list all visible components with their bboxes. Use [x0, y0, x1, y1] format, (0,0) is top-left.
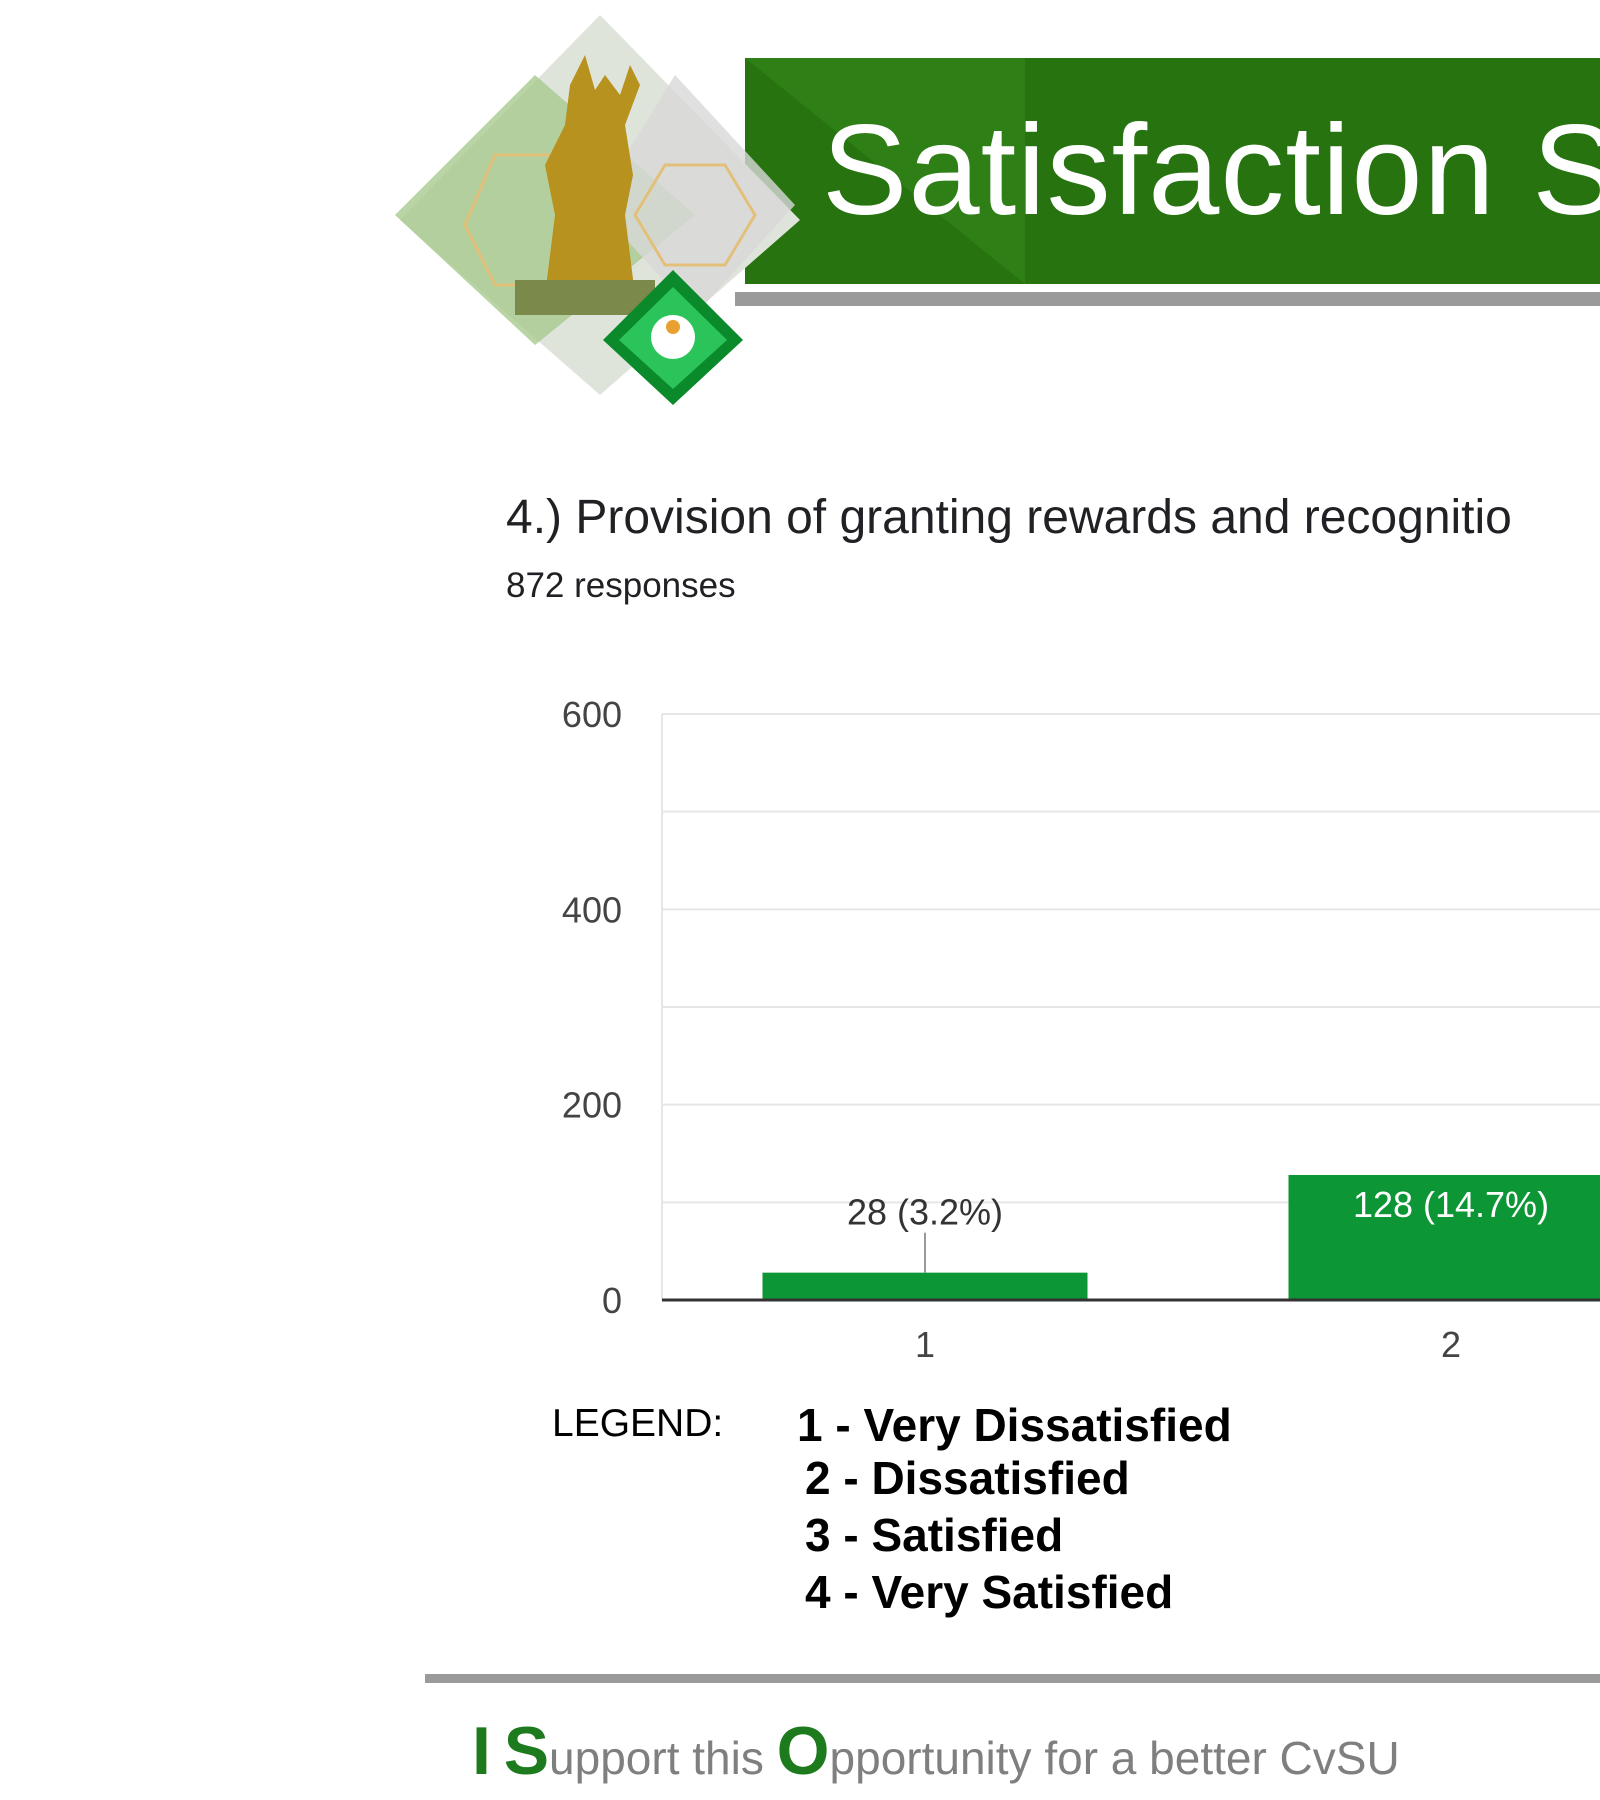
legend-item-3: 3 - Satisfied [805, 1509, 1064, 1561]
legend-label: LEGEND: [552, 1402, 724, 1445]
footer-text-upport: upport this [549, 1732, 777, 1784]
y-tick-label: 600 [562, 694, 622, 735]
banner-shadow [735, 292, 1600, 306]
university-logo [395, 15, 800, 405]
footer-letter-o: O [776, 1713, 830, 1789]
footer-text-rest: pportunity for a better CvSU [829, 1732, 1400, 1784]
banner-facet [745, 58, 1025, 284]
footer-letter-i: I [472, 1713, 491, 1789]
x-tick-label: 2 [1441, 1324, 1461, 1365]
response-count: 872 responses [506, 566, 736, 605]
header-banner [745, 58, 1600, 284]
question-title: 4.) Provision of granting rewards and re… [506, 491, 1512, 544]
y-tick-label: 200 [562, 1085, 622, 1126]
footer-letter-s: S [503, 1713, 550, 1789]
bar [1288, 1174, 1600, 1300]
legend-item-1: 1 - Very Dissatisfied [797, 1399, 1232, 1451]
legend-item-4: 4 - Very Satisfied [805, 1566, 1174, 1618]
y-tick-label: 0 [602, 1280, 622, 1321]
footer-slogan: I Support this Opportunity for a better … [472, 1712, 1400, 1790]
footer-rule [425, 1674, 1600, 1683]
legend-item-2: 2 - Dissatisfied [805, 1452, 1130, 1504]
data-label: 28 (3.2%) [847, 1192, 1003, 1233]
x-tick-label: 1 [915, 1324, 935, 1365]
data-label: 128 (14.7%) [1353, 1184, 1549, 1225]
bar [762, 1272, 1088, 1300]
page-title: Satisfaction S [822, 99, 1600, 242]
y-tick-label: 400 [562, 889, 622, 930]
